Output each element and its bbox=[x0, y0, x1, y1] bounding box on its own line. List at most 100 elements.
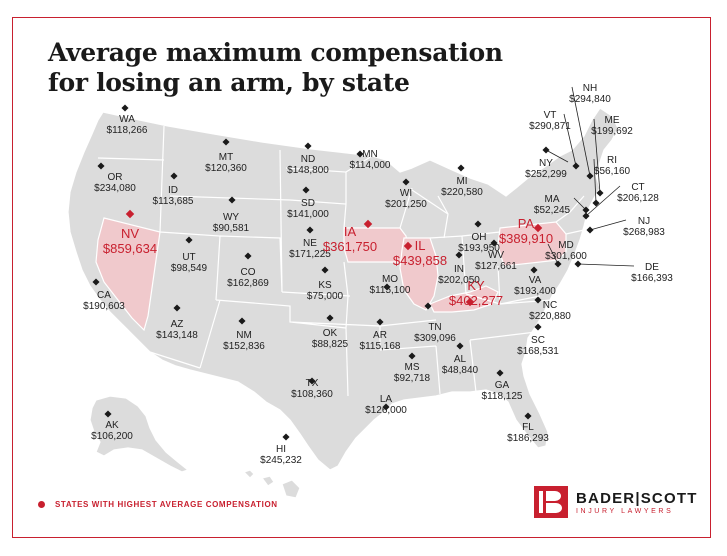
state-label-in: IN bbox=[454, 264, 464, 275]
state-label-pa: PA bbox=[518, 216, 535, 231]
state-value-mi: $220,580 bbox=[441, 187, 483, 198]
marker-ct bbox=[582, 212, 590, 220]
bader-scott-logo-mark bbox=[534, 486, 568, 518]
marker-ky bbox=[465, 297, 475, 307]
state-value-nm: $152,836 bbox=[223, 341, 265, 352]
marker-ar bbox=[376, 318, 384, 326]
state-value-ga: $118,125 bbox=[482, 391, 523, 402]
title-line-2: for losing an arm, by state bbox=[48, 68, 410, 97]
state-label-nv: NV bbox=[121, 226, 139, 241]
marker-nm bbox=[238, 317, 246, 325]
state-label-sc: SC bbox=[531, 335, 545, 346]
state-value-me: $199,692 bbox=[591, 126, 633, 137]
state-value-sd: $141,000 bbox=[287, 209, 329, 220]
state-value-ne: $171,225 bbox=[289, 249, 331, 260]
marker-va bbox=[530, 266, 538, 274]
state-value-fl: $186,293 bbox=[507, 433, 549, 444]
leader-line-ri bbox=[593, 158, 597, 204]
state-value-wy: $90,581 bbox=[213, 223, 250, 234]
leader-line-vt bbox=[563, 113, 577, 167]
marker-id bbox=[170, 172, 178, 180]
marker-mn bbox=[356, 150, 364, 158]
state-label-nh: NH bbox=[583, 83, 597, 94]
marker-in bbox=[455, 251, 463, 259]
state-label-az: AZ bbox=[171, 319, 184, 330]
state-label-ak: AK bbox=[105, 420, 119, 431]
state-value-ok: $88,825 bbox=[312, 339, 349, 350]
state-value-ct: $206,128 bbox=[617, 193, 659, 204]
state-value-ny: $252,299 bbox=[525, 169, 567, 180]
state-label-va: VA bbox=[529, 275, 542, 286]
highlight-ky bbox=[429, 285, 499, 313]
marker-nd bbox=[304, 142, 312, 150]
marker-nv bbox=[125, 209, 135, 219]
state-label-nj: NJ bbox=[638, 216, 650, 227]
marker-tn bbox=[424, 302, 432, 310]
state-label-ca: CA bbox=[97, 290, 111, 301]
marker-wv bbox=[490, 239, 498, 247]
marker-ma bbox=[582, 206, 590, 214]
state-label-wi: WI bbox=[400, 188, 412, 199]
state-label-mn: MN bbox=[362, 149, 378, 160]
marker-de bbox=[574, 260, 582, 268]
state-value-id: $113,685 bbox=[153, 196, 194, 207]
map-frame bbox=[12, 17, 711, 538]
state-value-wi: $201,250 bbox=[385, 199, 427, 210]
map-legend: STATES WITH HIGHEST AVERAGE COMPENSATION bbox=[38, 500, 278, 509]
marker-ok bbox=[326, 314, 334, 322]
state-label-ar: AR bbox=[373, 330, 387, 341]
hawaii-land bbox=[243, 469, 255, 479]
leader-line-me bbox=[593, 118, 601, 194]
state-label-co: CO bbox=[241, 267, 256, 278]
state-value-hi: $245,232 bbox=[260, 455, 302, 466]
state-value-ma: $52,245 bbox=[534, 205, 571, 216]
state-label-la: LA bbox=[380, 394, 393, 405]
state-value-ms: $92,718 bbox=[394, 373, 431, 384]
state-label-md: MD bbox=[558, 240, 574, 251]
marker-oh bbox=[474, 220, 482, 228]
marker-ia bbox=[363, 219, 373, 229]
state-value-nh: $294,840 bbox=[569, 94, 611, 105]
hawaii-land-2 bbox=[261, 475, 275, 487]
marker-nc bbox=[534, 296, 542, 304]
leader-line-md bbox=[547, 243, 559, 265]
state-label-nm: NM bbox=[236, 330, 252, 341]
marker-md bbox=[554, 260, 562, 268]
state-label-ne: NE bbox=[303, 238, 317, 249]
legend-label: STATES WITH HIGHEST AVERAGE COMPENSATION bbox=[55, 500, 278, 509]
marker-mo bbox=[383, 283, 391, 291]
state-value-nv: $859,634 bbox=[103, 241, 157, 256]
leader-line-ny bbox=[545, 149, 569, 163]
state-label-mi: MI bbox=[456, 176, 467, 187]
marker-ne bbox=[306, 226, 314, 234]
leader-line-ma bbox=[573, 197, 587, 211]
page-title: Average maximum compensation for losing … bbox=[48, 38, 503, 98]
state-label-ga: GA bbox=[495, 380, 510, 391]
state-value-or: $234,080 bbox=[94, 183, 136, 194]
state-label-ia: IA bbox=[344, 224, 357, 239]
state-label-ma: MA bbox=[545, 194, 560, 205]
state-label-ny: NY bbox=[539, 158, 553, 169]
hawaii-land-3 bbox=[281, 479, 301, 499]
state-label-ut: UT bbox=[182, 252, 195, 263]
state-value-vt: $290,871 bbox=[529, 121, 571, 132]
marker-al bbox=[456, 342, 464, 350]
state-value-ar: $115,168 bbox=[360, 341, 401, 352]
state-label-tn: TN bbox=[428, 322, 441, 333]
state-value-ia: $361,750 bbox=[323, 239, 377, 254]
marker-la bbox=[382, 403, 390, 411]
highlight-pa bbox=[497, 221, 567, 267]
state-value-la: $126,000 bbox=[365, 405, 407, 416]
state-value-ak: $106,200 bbox=[91, 431, 133, 442]
state-value-nj: $268,983 bbox=[623, 227, 665, 238]
state-value-ks: $75,000 bbox=[307, 291, 344, 302]
highlight-nv bbox=[95, 217, 161, 332]
state-value-ri: $56,160 bbox=[594, 166, 631, 177]
state-label-il: IL bbox=[415, 238, 426, 253]
marker-me bbox=[596, 189, 604, 197]
state-value-ut: $98,549 bbox=[171, 263, 208, 274]
state-value-tn: $309,096 bbox=[414, 333, 456, 344]
state-label-wa: WA bbox=[119, 114, 135, 125]
marker-or bbox=[97, 162, 105, 170]
